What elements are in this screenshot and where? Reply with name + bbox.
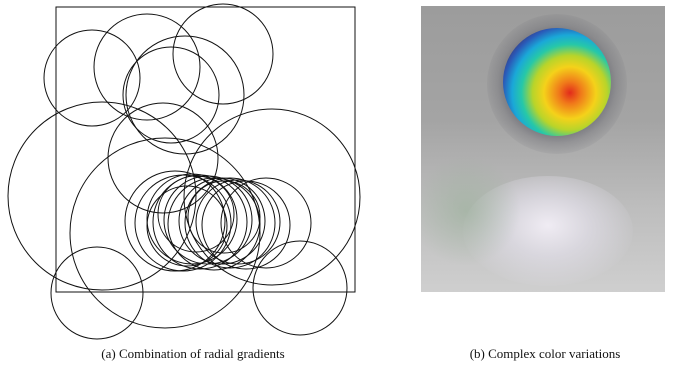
gradient-circle: [124, 170, 226, 272]
gradient-circle: [220, 177, 312, 269]
caption-b: (b) Complex color variations: [469, 346, 621, 361]
gradient-circle: [195, 179, 281, 265]
gradient-circle: [50, 246, 144, 340]
gradient-circle: [93, 13, 201, 121]
greenish-left-tint: [421, 156, 521, 266]
gradient-circle: [152, 174, 248, 270]
gradient-circle: [187, 180, 261, 254]
color-variation-image: [421, 6, 665, 292]
gradient-circle: [125, 35, 245, 155]
gradient-circle: [69, 137, 261, 329]
gradient-circle: [184, 177, 276, 269]
gradient-circle: [178, 177, 266, 265]
gradient-circle: [252, 240, 348, 336]
gradient-circle: [43, 29, 141, 127]
caption-a: (a) Combination of radial gradients: [101, 346, 285, 361]
gradient-circle: [7, 101, 197, 291]
rainbow-spot: [503, 28, 611, 136]
gradient-circle: [172, 3, 274, 105]
gradient-circle: [163, 175, 253, 265]
gradient-circle: [122, 46, 220, 144]
gradient-circle: [146, 185, 228, 267]
gradient-circle: [201, 180, 291, 270]
gradient-circle: [167, 177, 261, 271]
gradient-circle: [157, 175, 235, 253]
gradient-circle: [107, 102, 219, 214]
radial-gradient-circles-figure: [7, 3, 361, 340]
gradient-circle: [183, 108, 361, 286]
